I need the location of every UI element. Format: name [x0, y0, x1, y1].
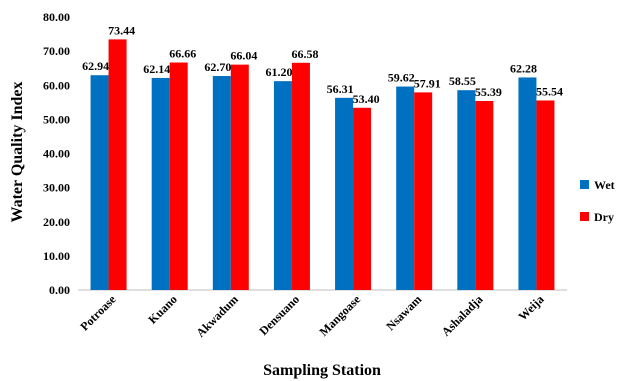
bar-dry — [536, 100, 555, 290]
bar-wet — [151, 77, 170, 290]
data-label-dry: 53.40 — [353, 92, 380, 106]
bar-wet — [212, 76, 231, 290]
data-label-dry: 66.66 — [169, 47, 196, 61]
data-label-dry: 57.91 — [414, 76, 441, 90]
y-tick-label: 70.00 — [43, 44, 70, 58]
data-label-dry: 55.39 — [475, 85, 502, 99]
bar-wet — [273, 81, 292, 290]
y-tick-label: 40.00 — [43, 147, 70, 161]
data-label-wet: 62.28 — [510, 61, 537, 75]
data-label-wet: 62.14 — [143, 62, 170, 76]
data-label-wet: 61.20 — [265, 65, 292, 79]
y-tick-label: 20.00 — [43, 215, 70, 229]
y-tick-label: 50.00 — [43, 112, 70, 126]
y-tick-label: 60.00 — [43, 78, 70, 92]
y-tick-label: 0.00 — [49, 283, 70, 297]
y-axis-title: Water Quality Index — [9, 81, 26, 222]
data-label-wet: 58.55 — [449, 74, 476, 88]
data-label-dry: 66.58 — [291, 47, 318, 61]
legend-swatch-dry — [580, 212, 589, 221]
category-labels: Potroase Kuano Akwadum Densuano Mangoase Nsaw… — [77, 292, 546, 340]
bar-wet — [457, 90, 476, 291]
legend-swatch-wet — [580, 180, 589, 189]
bar-wet — [518, 77, 537, 290]
category-label: Mangoase — [317, 292, 364, 339]
bar-wet — [396, 86, 415, 290]
data-label-wet: 62.94 — [82, 59, 109, 73]
category-label: Weija — [515, 292, 546, 323]
y-axis-ticks: 0.00 10.00 20.00 30.00 40.00 50.00 60.00 70.00 8… — [43, 10, 70, 297]
bar-dry — [108, 39, 127, 290]
category-label: Akwadum — [193, 292, 241, 340]
legend: Wet Dry — [580, 178, 615, 224]
bar-dry — [169, 62, 188, 290]
bar-dry — [475, 100, 494, 290]
data-label-wet: 59.62 — [388, 71, 415, 85]
data-label-wet: 62.70 — [204, 60, 231, 74]
bars — [90, 39, 555, 291]
category-label: Potroase — [77, 292, 119, 334]
y-tick-label: 10.00 — [43, 249, 70, 263]
bar-wet — [335, 97, 354, 290]
data-label-dry: 66.04 — [230, 49, 257, 63]
y-tick-label: 80.00 — [43, 10, 70, 24]
x-axis-title: Sampling Station — [263, 362, 381, 379]
legend-label-dry: Dry — [594, 210, 614, 224]
data-label-dry: 55.54 — [536, 84, 563, 98]
legend-label-wet: Wet — [594, 178, 615, 192]
category-label: Nsawam — [383, 292, 424, 333]
data-label-wet: 56.31 — [327, 82, 354, 96]
category-label: Densuano — [256, 292, 302, 338]
bar-dry — [414, 92, 433, 290]
bar-dry — [230, 64, 249, 291]
bar-dry — [353, 107, 372, 291]
y-tick-label: 30.00 — [43, 181, 70, 195]
bar-wet — [90, 75, 109, 290]
category-label: Ashaladja — [439, 292, 486, 339]
bar-dry — [291, 62, 310, 291]
category-label: Kuano — [145, 292, 179, 326]
data-label-dry: 73.44 — [108, 23, 135, 37]
